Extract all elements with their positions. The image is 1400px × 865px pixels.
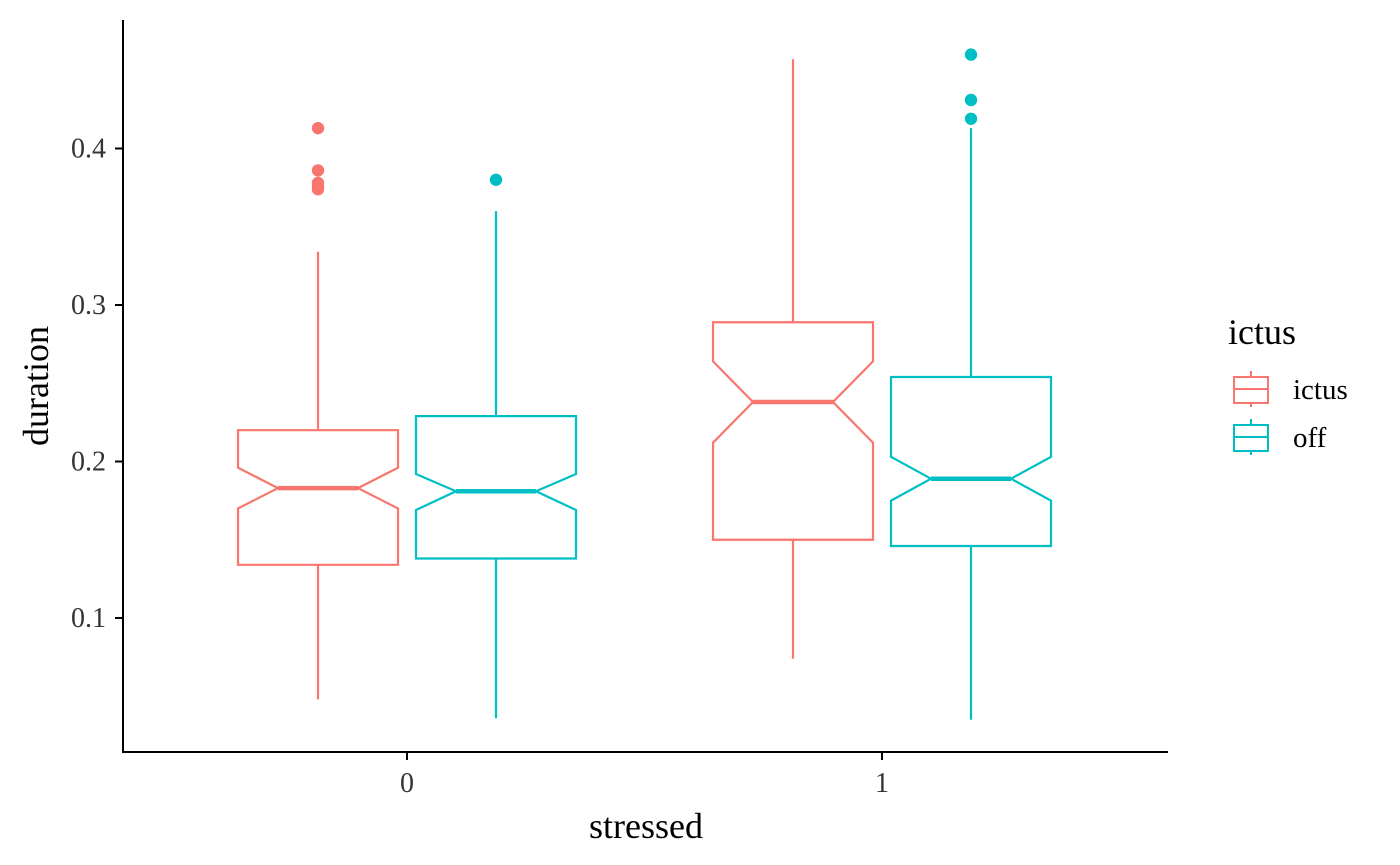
legend-item-ictus: ictus xyxy=(1233,371,1348,407)
legend-title: ictus xyxy=(1228,312,1296,352)
box-ictus-0 xyxy=(236,121,400,700)
box-off-0 xyxy=(414,173,578,719)
notched-box xyxy=(414,415,578,560)
outlier-point xyxy=(311,121,325,135)
notched-box xyxy=(889,375,1053,548)
plot-area xyxy=(236,48,1053,720)
outlier-point xyxy=(311,164,325,177)
outlier-point xyxy=(964,48,978,61)
x-tick-label: 1 xyxy=(875,768,889,799)
y-tick-label: 0.2 xyxy=(71,447,106,478)
legend-item-off: off xyxy=(1233,419,1327,455)
box-off-1 xyxy=(889,48,1053,720)
outlier-point xyxy=(489,173,503,186)
legend: ictus ictus off xyxy=(1228,312,1348,455)
outlier-point xyxy=(964,93,978,107)
y-axis-label: duration xyxy=(16,326,56,446)
legend-item-label: ictus xyxy=(1293,374,1348,406)
notched-box xyxy=(236,429,400,566)
x-axis-label: stressed xyxy=(589,806,703,846)
outlier-point xyxy=(311,176,325,190)
x-tick-label: 0 xyxy=(400,768,414,799)
legend-item-label: off xyxy=(1293,422,1327,454)
y-tick-label: 0.4 xyxy=(71,134,106,165)
notched-box xyxy=(711,321,875,541)
y-tick-label: 0.1 xyxy=(71,603,106,634)
outlier-point xyxy=(964,112,978,125)
box-ictus-1 xyxy=(711,59,875,659)
y-axis-ticks: 0.1 0.2 0.3 0.4 xyxy=(71,134,123,634)
y-tick-label: 0.3 xyxy=(71,290,106,321)
